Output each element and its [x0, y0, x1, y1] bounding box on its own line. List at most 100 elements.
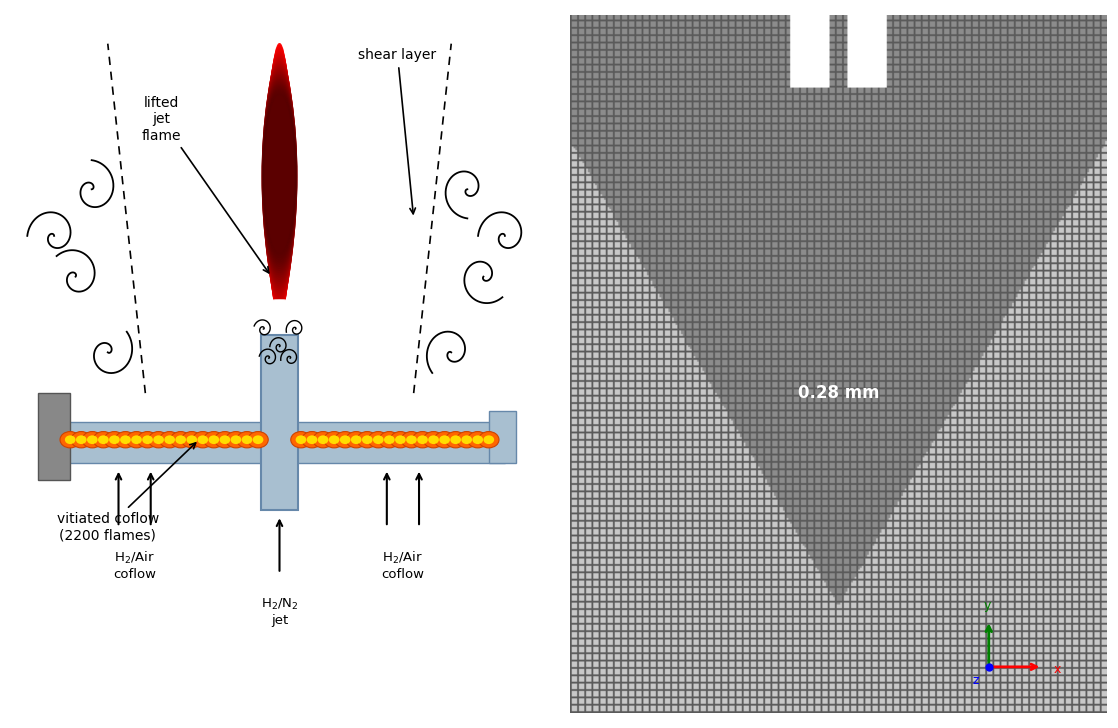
Text: 0.28 mm: 0.28 mm — [798, 384, 879, 402]
Ellipse shape — [230, 435, 241, 444]
Ellipse shape — [264, 60, 295, 297]
Ellipse shape — [417, 435, 428, 444]
Ellipse shape — [373, 435, 383, 444]
FancyBboxPatch shape — [54, 422, 505, 463]
Ellipse shape — [265, 52, 294, 306]
Ellipse shape — [98, 435, 108, 444]
Text: H$_2$/Air
coflow: H$_2$/Air coflow — [113, 550, 157, 582]
Ellipse shape — [215, 432, 235, 448]
Ellipse shape — [208, 435, 219, 444]
Ellipse shape — [181, 432, 202, 448]
Ellipse shape — [439, 435, 449, 444]
Ellipse shape — [263, 79, 296, 273]
Ellipse shape — [379, 432, 399, 448]
Ellipse shape — [340, 435, 351, 444]
Ellipse shape — [248, 432, 268, 448]
Ellipse shape — [335, 432, 356, 448]
Ellipse shape — [120, 435, 131, 444]
Ellipse shape — [318, 435, 329, 444]
Ellipse shape — [264, 92, 295, 256]
Ellipse shape — [239, 300, 320, 335]
Ellipse shape — [401, 432, 421, 448]
Ellipse shape — [264, 62, 295, 295]
Ellipse shape — [226, 432, 246, 448]
Ellipse shape — [483, 435, 494, 444]
Ellipse shape — [413, 432, 433, 448]
FancyBboxPatch shape — [260, 335, 299, 510]
Ellipse shape — [87, 435, 97, 444]
Ellipse shape — [345, 432, 367, 448]
Ellipse shape — [445, 432, 466, 448]
Text: y: y — [984, 598, 991, 612]
Ellipse shape — [266, 51, 293, 309]
Ellipse shape — [456, 432, 477, 448]
Ellipse shape — [302, 432, 322, 448]
Ellipse shape — [110, 435, 120, 444]
Text: H$_2$/Air
coflow: H$_2$/Air coflow — [381, 550, 425, 582]
Ellipse shape — [131, 435, 142, 444]
Ellipse shape — [126, 432, 146, 448]
Ellipse shape — [362, 435, 372, 444]
Ellipse shape — [473, 435, 483, 444]
Ellipse shape — [149, 432, 169, 448]
Ellipse shape — [263, 77, 296, 275]
Ellipse shape — [164, 435, 176, 444]
Ellipse shape — [176, 435, 186, 444]
Ellipse shape — [153, 435, 164, 444]
Ellipse shape — [171, 432, 191, 448]
Ellipse shape — [187, 435, 197, 444]
Ellipse shape — [357, 432, 378, 448]
Ellipse shape — [267, 46, 292, 315]
Ellipse shape — [263, 86, 296, 264]
Ellipse shape — [265, 56, 294, 301]
Ellipse shape — [263, 89, 296, 260]
Ellipse shape — [313, 432, 333, 448]
Ellipse shape — [383, 435, 395, 444]
Ellipse shape — [253, 435, 264, 444]
Ellipse shape — [93, 432, 114, 448]
Text: lifted
jet
flame: lifted jet flame — [142, 96, 268, 273]
Ellipse shape — [266, 49, 293, 311]
Ellipse shape — [324, 432, 344, 448]
Ellipse shape — [467, 432, 487, 448]
Ellipse shape — [263, 76, 296, 277]
Ellipse shape — [72, 432, 92, 448]
Ellipse shape — [219, 435, 230, 444]
Ellipse shape — [263, 81, 296, 271]
Ellipse shape — [263, 65, 296, 290]
Ellipse shape — [451, 435, 461, 444]
Text: z: z — [973, 674, 979, 687]
Ellipse shape — [138, 432, 158, 448]
Ellipse shape — [479, 432, 499, 448]
Ellipse shape — [265, 55, 294, 304]
Ellipse shape — [263, 71, 296, 284]
FancyBboxPatch shape — [489, 411, 515, 463]
Ellipse shape — [306, 435, 318, 444]
Ellipse shape — [142, 435, 153, 444]
Ellipse shape — [428, 435, 439, 444]
Ellipse shape — [295, 435, 306, 444]
FancyBboxPatch shape — [38, 393, 70, 480]
Text: vitiated coflow
(2200 flames): vitiated coflow (2200 flames) — [57, 443, 196, 542]
Ellipse shape — [60, 432, 80, 448]
Ellipse shape — [263, 63, 296, 293]
Ellipse shape — [198, 435, 208, 444]
Ellipse shape — [203, 432, 224, 448]
Ellipse shape — [241, 435, 253, 444]
Ellipse shape — [263, 67, 296, 288]
Ellipse shape — [291, 432, 311, 448]
Text: H$_2$/N$_2$
jet: H$_2$/N$_2$ jet — [260, 597, 299, 627]
Text: shear layer: shear layer — [359, 48, 437, 214]
Ellipse shape — [406, 435, 417, 444]
Ellipse shape — [268, 44, 291, 317]
Ellipse shape — [115, 432, 135, 448]
Ellipse shape — [395, 435, 406, 444]
Ellipse shape — [76, 435, 86, 444]
Ellipse shape — [263, 84, 296, 266]
Ellipse shape — [263, 72, 296, 282]
Ellipse shape — [351, 435, 361, 444]
Ellipse shape — [264, 58, 295, 299]
Ellipse shape — [160, 432, 180, 448]
Ellipse shape — [368, 432, 388, 448]
Ellipse shape — [263, 87, 296, 262]
